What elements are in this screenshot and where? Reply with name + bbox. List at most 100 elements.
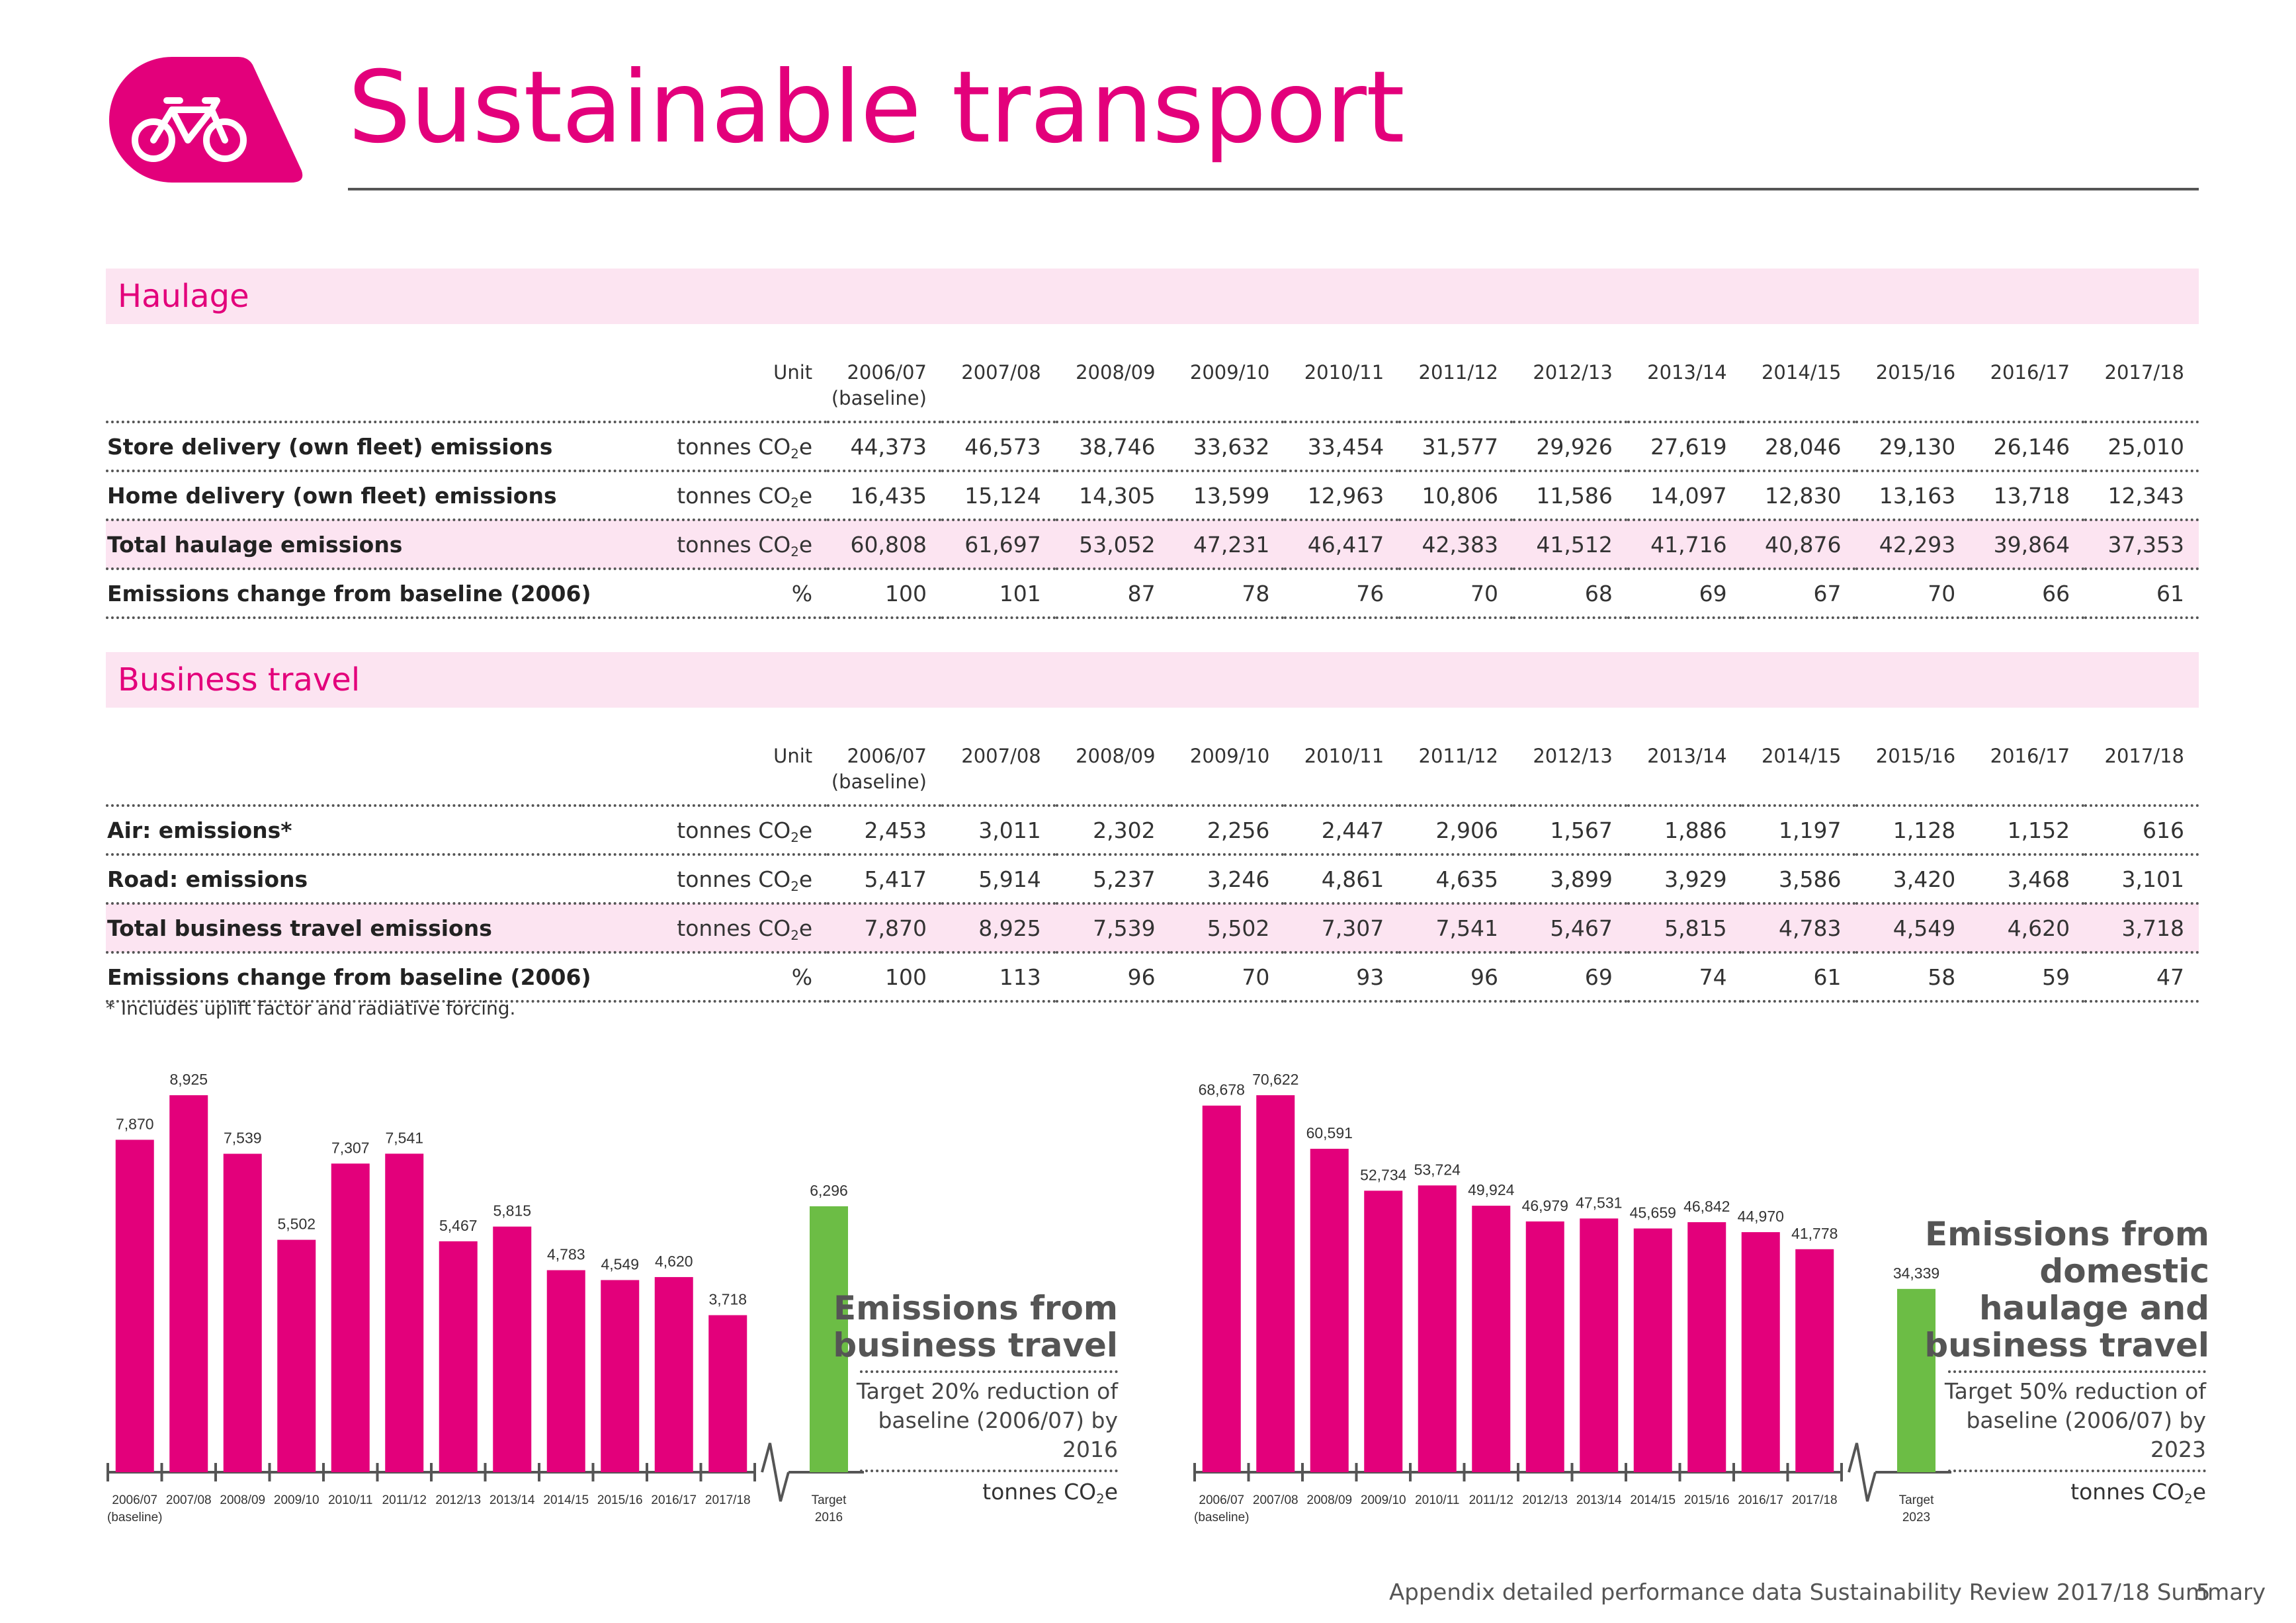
bar-value-label: 44,970	[1738, 1208, 1784, 1225]
bar-value-label: 5,815	[493, 1202, 531, 1220]
table-cell: 29,926	[1513, 422, 1627, 472]
table-header-row: Unit 2006/07 (baseline) 2007/08 2008/09 2009/…	[106, 743, 2199, 807]
row-label: Air: emissions*	[106, 806, 583, 856]
col-header-year: 2009/10	[1169, 743, 1285, 807]
table-cell: 3,899	[1513, 854, 1627, 905]
chart1-unit: tonnes CO2e	[919, 1479, 1118, 1505]
table-cell: 7,539	[1055, 903, 1170, 954]
table-cell: 68	[1513, 569, 1627, 619]
col-header-year: 2016/17	[1970, 360, 2085, 423]
table-cell: 2,906	[1398, 806, 1513, 856]
bar-value-label: 5,467	[439, 1217, 478, 1234]
col-header-year: 2017/18	[2084, 360, 2199, 423]
row-unit: tonnes CO2e	[582, 520, 828, 570]
bar-value-label: 60,591	[1306, 1124, 1353, 1142]
row-label: Emissions change from baseline (2006)	[106, 569, 591, 619]
bar	[277, 1239, 316, 1472]
bar	[1202, 1105, 1241, 1472]
table-cell: 8,925	[941, 903, 1056, 954]
business-travel-table: Unit 2006/07 (baseline) 2007/08 2008/09 2009/…	[106, 743, 2199, 1003]
bar-value-label: 70,622	[1252, 1071, 1298, 1088]
row-unit: tonnes CO2e	[582, 903, 828, 954]
bar	[546, 1270, 585, 1472]
page-number: 5	[2196, 1579, 2211, 1606]
table-row: Total haulage emissions tonnes CO2e 60,808…	[106, 520, 2199, 570]
table-cell: 4,635	[1398, 854, 1513, 905]
table-row: Total business travel emissions tonnes CO…	[106, 903, 2199, 954]
table-cell: 5,237	[1055, 854, 1170, 905]
chart2-unit-rule	[1948, 1470, 2206, 1472]
chart2-title-rule	[1948, 1370, 2206, 1373]
bar-value-label: 68,678	[1199, 1081, 1245, 1099]
bar	[169, 1095, 208, 1472]
table-cell: 4,861	[1284, 854, 1399, 905]
bar	[493, 1226, 532, 1472]
table-cell: 27,619	[1627, 422, 1742, 472]
category-label: 2008/09	[1306, 1493, 1352, 1507]
table-cell: 46,417	[1284, 520, 1399, 570]
category-label: 2012/13	[1522, 1493, 1568, 1507]
table-cell: 3,468	[1970, 854, 2085, 905]
row-label: Total business travel emissions	[106, 903, 583, 954]
table-cell: 7,307	[1284, 903, 1399, 954]
bar	[1687, 1222, 1726, 1472]
table-cell: 61,697	[941, 520, 1056, 570]
chart1-subtitle: Target 20% reduction of baseline (2006/0…	[856, 1378, 1118, 1462]
category-label: 2016/17	[1738, 1493, 1783, 1507]
col-header-year: 2010/11	[1284, 360, 1399, 423]
chart1-unit-rule	[860, 1470, 1118, 1472]
table-cell: 1,886	[1627, 806, 1742, 856]
table-cell: 87	[1055, 569, 1170, 619]
col-header-unit: Unit	[582, 360, 828, 423]
table-cell: 40,876	[1741, 520, 1856, 570]
category-label: 2011/12	[382, 1493, 427, 1507]
bar	[385, 1153, 424, 1472]
table-cell: 46,573	[941, 422, 1056, 472]
table-row: Store delivery (own fleet) emissions tonn…	[106, 422, 2199, 472]
col-header-year: 2012/13	[1513, 360, 1627, 423]
table-cell: 96	[1055, 952, 1170, 1003]
table-row: Emissions change from baseline (2006)% 10…	[106, 569, 2199, 619]
table-cell: 13,718	[1970, 471, 2085, 521]
category-label: 2007/08	[1253, 1493, 1298, 1507]
bar-value-label: 47,531	[1576, 1194, 1622, 1211]
table-cell: 70	[1169, 952, 1285, 1003]
table-cell: 3,929	[1627, 854, 1742, 905]
row-label: Home delivery (own fleet) emissions	[106, 471, 583, 521]
col-header-year: 2013/14	[1627, 360, 1742, 423]
bar-value-label: 45,659	[1630, 1204, 1676, 1221]
title-divider	[348, 188, 2199, 190]
col-header-unit: Unit	[582, 743, 828, 807]
chart1-unit-text: tonnes CO2e	[982, 1479, 1118, 1507]
bar	[1310, 1148, 1349, 1472]
chart2-unit: tonnes CO2e	[2008, 1479, 2206, 1505]
category-label: 2009/10	[1361, 1493, 1406, 1507]
category-label: 2011/12	[1469, 1493, 1513, 1507]
table-row: Air: emissions* tonnes CO2e 2,453 3,011 2,30…	[106, 806, 2199, 856]
table-cell: 1,567	[1513, 806, 1627, 856]
table-cell: 67	[1741, 569, 1856, 619]
section-title-haulage: Haulage	[118, 278, 249, 315]
bar	[601, 1280, 640, 1472]
table-cell: 1,128	[1855, 806, 1971, 856]
table-cell: 44,373	[827, 422, 941, 472]
target-value-label: 6,296	[810, 1182, 848, 1199]
bar	[1741, 1232, 1780, 1472]
bar-value-label: 53,724	[1414, 1161, 1461, 1178]
row-unit: tonnes CO2e	[582, 806, 828, 856]
table-row: Home delivery (own fleet) emissions tonne…	[106, 471, 2199, 521]
table-row: Emissions change from baseline (2006)% 10…	[106, 952, 2199, 1003]
table-cell: 5,502	[1169, 903, 1285, 954]
col-header-year: 2008/09	[1055, 743, 1170, 807]
table-cell: 26,146	[1970, 422, 2085, 472]
category-sublabel: (baseline)	[1194, 1511, 1249, 1524]
table-cell: 53,052	[1055, 520, 1170, 570]
table-cell: 5,417	[827, 854, 941, 905]
table-cell: 70	[1855, 569, 1971, 619]
table-cell: 2,256	[1169, 806, 1285, 856]
table-cell: 616	[2084, 806, 2199, 856]
table-cell: 13,163	[1855, 471, 1971, 521]
target-sublabel: 2016	[815, 1511, 843, 1524]
table-cell: 5,914	[941, 854, 1056, 905]
footer-text: Appendix detailed performance data Susta…	[1389, 1579, 2266, 1606]
